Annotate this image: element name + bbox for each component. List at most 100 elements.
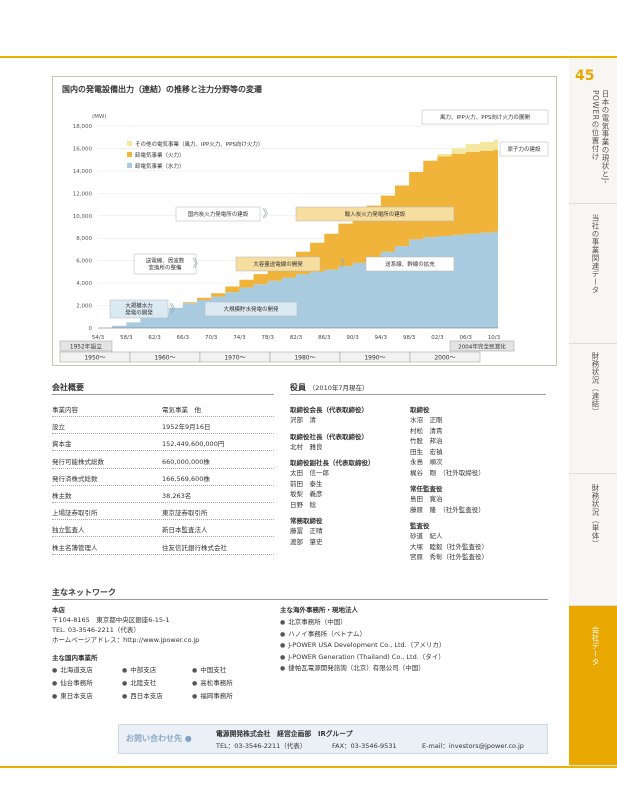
contact-tel: TEL：03-3546-2211（代表） xyxy=(216,742,307,750)
domestic-office: 西日本支店 xyxy=(122,690,163,700)
officer-role: 監査役 xyxy=(410,522,430,530)
company-key: 独立監査人 xyxy=(52,526,85,535)
annotation-box xyxy=(109,299,169,319)
officers-title-text: 役員 xyxy=(290,383,306,392)
annotation-box xyxy=(175,206,261,222)
company-key: 上場証券取引所 xyxy=(52,509,98,518)
overseas-office: J-POWER USA Development Co., Ltd.（アメリカ） xyxy=(280,639,445,649)
series-area-1 xyxy=(98,231,498,328)
milestone-box xyxy=(59,340,113,352)
company-value: 166,569,600株 xyxy=(162,474,210,483)
domestic-office: 北陸支社 xyxy=(122,677,156,687)
row-divider xyxy=(52,519,274,521)
domestic-office: 中部支店 xyxy=(122,664,156,674)
side-tab-1[interactable] xyxy=(569,58,617,204)
annotation-text: 大容量送電線の開発 xyxy=(253,260,303,268)
officers-rule xyxy=(290,394,546,395)
annotation-text: 大規模貯水発電の開発 xyxy=(223,305,279,313)
company-value: 1952年9月16日 xyxy=(162,423,211,432)
hq-url[interactable]: ホームページアドレス：http://www.jpower.co.jp xyxy=(52,636,200,644)
annotation-text: 変換所の整備 xyxy=(148,264,182,272)
company-key: 株主名簿管理人 xyxy=(52,543,98,552)
hq-label: 本店 xyxy=(52,606,65,614)
side-tab-3[interactable] xyxy=(569,344,617,474)
annotation-text: 輸入炭火力発電所の建設 xyxy=(345,210,406,218)
annotation-box xyxy=(365,256,455,272)
annotation-text: 原子力の建設 xyxy=(507,145,541,153)
company-key: 発行可能株式総数 xyxy=(52,457,104,466)
annotation-box xyxy=(499,141,549,157)
x-tick-label: 70/3 xyxy=(205,335,218,341)
officers-date: （2010年7月現在） xyxy=(308,384,369,392)
side-tab-5-active[interactable] xyxy=(569,606,617,766)
company-rule xyxy=(52,394,274,395)
side-tab-label-5: 会社データ xyxy=(591,626,600,666)
network-rule xyxy=(52,599,548,600)
officer-name: 前田 泰生 xyxy=(290,479,323,488)
officer-role: 常任監査役 xyxy=(410,485,443,493)
officer-name: 渡部 肇史 xyxy=(290,537,323,546)
officer-name: 島田 寛治 xyxy=(410,495,443,503)
legend-swatch xyxy=(127,141,132,146)
y-tick-label: 10,000 xyxy=(73,214,93,220)
decade-label: 2000～ xyxy=(434,355,455,362)
company-value: 住友信託銀行株式会社 xyxy=(162,543,227,552)
annotation-text: 送電線、周波数 xyxy=(146,257,185,265)
domestic-office: 福岡事務所 xyxy=(192,690,233,700)
domestic-label: 主な国内事業所 xyxy=(52,654,98,662)
side-tab-2[interactable] xyxy=(569,204,617,344)
contact-org: 電源開発株式会社 経営企画部 IRグループ xyxy=(216,730,353,738)
hq-address: 〒104-8165 東京都中央区銀座6-15-1 xyxy=(52,616,170,624)
chevron-right-icon: 》 xyxy=(263,207,274,220)
row-divider xyxy=(52,467,274,469)
contact-email[interactable]: E-mail：investors@jpower.co.jp xyxy=(422,742,524,750)
annotation-box xyxy=(421,109,549,125)
officer-name: 村松 清貴 xyxy=(410,426,443,435)
annotation-box xyxy=(204,301,298,317)
company-value: 新日本監査法人 xyxy=(162,526,208,535)
legend-swatch xyxy=(127,152,132,157)
overseas-office: ハノイ事務所（ベトナム） xyxy=(280,628,366,638)
side-tab-label-3: 財務状況（連結） xyxy=(591,352,600,416)
y-tick-label: 6,000 xyxy=(76,259,92,265)
side-tab-4[interactable] xyxy=(569,474,617,606)
y-tick-label: 0 xyxy=(89,326,93,332)
x-tick-label: 58/3 xyxy=(120,335,133,341)
contact-label-text: お問い合わせ先 xyxy=(126,734,182,743)
contact-label: お問い合わせ先 ● xyxy=(126,733,192,744)
x-tick-label: 78/3 xyxy=(262,335,275,341)
annotation-box xyxy=(133,253,197,275)
chart-title: 国内の発電設備出力（連結）の推移と注力分野等の変遷 xyxy=(62,85,262,94)
company-title: 会社概要 xyxy=(52,383,84,392)
chevron-right-icon: 》 xyxy=(340,257,351,270)
x-tick-label: 54/3 xyxy=(92,335,105,341)
domestic-office: 東日本支店 xyxy=(52,690,93,700)
officer-name: 藤原 隆 （社外監査役） xyxy=(410,505,485,514)
hq-tel: TEL. 03-3546-2211（代表） xyxy=(52,626,140,634)
page-number: 45 xyxy=(575,68,595,84)
annotation-text: 発電の開発 xyxy=(125,309,153,317)
officer-name: 大塚 睦毅（社外監査役） xyxy=(410,542,488,551)
officer-name: 梶谷 剛 （社外取締役） xyxy=(410,468,485,477)
officer-role: 取締役 xyxy=(410,406,430,414)
y-tick-label: 18,000 xyxy=(73,124,93,130)
officer-role: 常務取締役 xyxy=(290,517,323,525)
decade-label: 1970～ xyxy=(224,355,245,362)
company-key: 株主数 xyxy=(52,492,72,500)
contact-fax: FAX：03-3546-9531 xyxy=(332,742,397,750)
officer-name: 宮原 秀彰（社外監査役） xyxy=(410,553,488,561)
legend-swatch xyxy=(127,163,132,168)
row-divider xyxy=(52,536,274,538)
company-key: 発行済株式総数 xyxy=(52,474,98,483)
annotation-box xyxy=(235,256,321,272)
officer-role: 取締役社長（代表取締役） xyxy=(290,432,368,441)
legend-label: 卸電気事業（火力） xyxy=(135,151,185,159)
legend-label: その他の電気事業（風力、IPP火力、PPS向け火力） xyxy=(135,140,263,148)
overseas-label: 主な海外事務所・現地法人 xyxy=(280,606,358,614)
overseas-office: 北京事務所（中国） xyxy=(280,616,347,626)
x-tick-label: 10/3 xyxy=(488,335,501,341)
domestic-office: 北海道支店 xyxy=(52,664,93,674)
officer-name: 沢部 清 xyxy=(290,416,316,424)
annotation-text: 国内炭火力発電所の建設 xyxy=(188,210,249,218)
